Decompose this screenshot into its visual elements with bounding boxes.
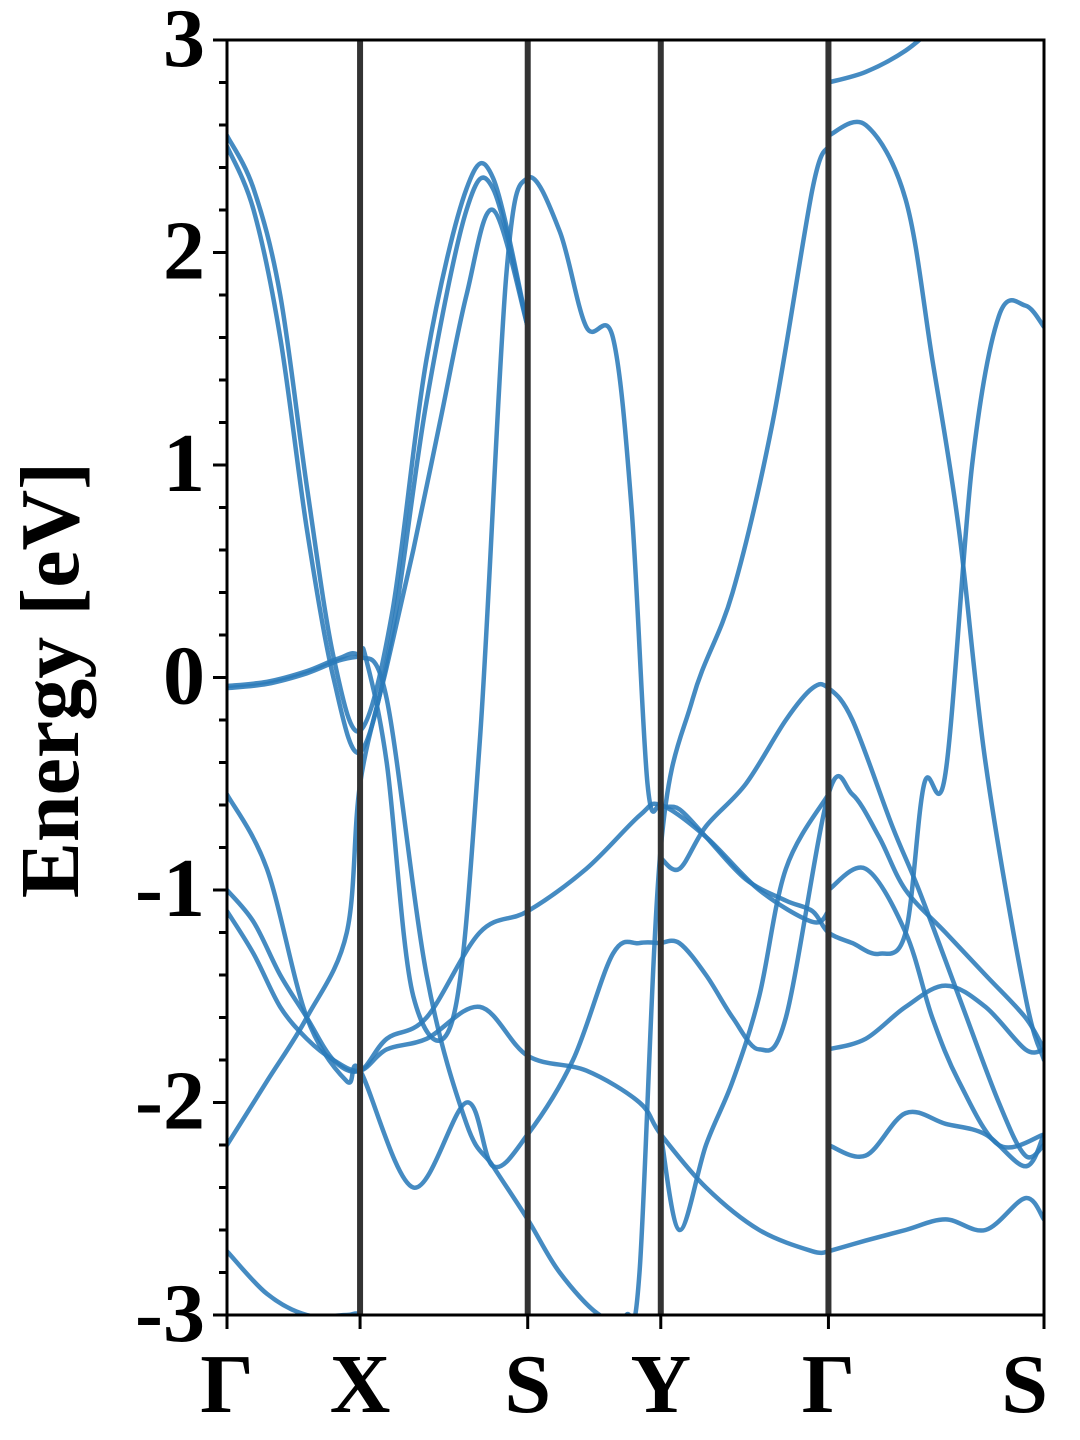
band-line-2 [227, 174, 1044, 1043]
band-line-13 [826, 1109, 1044, 1169]
x-tick-label: S [1001, 1338, 1048, 1431]
band-lines [227, 40, 1044, 1315]
x-tick-label: S [504, 1338, 551, 1431]
band-line-11 [826, 865, 1044, 1150]
band-line-4 [227, 144, 530, 755]
y-tick-label: 1 [163, 417, 205, 510]
band-line-15 [826, 40, 923, 85]
band-line-9 [227, 1249, 365, 1315]
band-line-6 [227, 801, 831, 1074]
y-tick-label: 0 [163, 630, 205, 723]
y-tick-label: 2 [163, 205, 205, 298]
band-line-17 [658, 792, 831, 1233]
band-line-3 [227, 133, 530, 734]
x-tick-label: X [330, 1338, 391, 1431]
x-tick-label: Γ [200, 1338, 253, 1431]
y-tick-label: -2 [135, 1055, 205, 1148]
y-tick-label: -3 [135, 1267, 205, 1360]
y-axis-label: Energy [eV] [4, 462, 97, 898]
plot-frame [225, 38, 1046, 1317]
band-line-5 [227, 792, 664, 1190]
x-tick-label: Γ [802, 1338, 855, 1431]
y-axis-ticks: -3 -2 -1 0 1 2 3 [135, 0, 227, 1360]
band-line-14 [826, 1195, 1044, 1254]
band-line-7 [227, 908, 831, 1256]
x-tick-label: Y [630, 1338, 691, 1431]
y-tick-label: 3 [163, 0, 205, 85]
band-line-16 [658, 681, 1044, 1160]
high-symmetry-lines [357, 40, 832, 1315]
band-line-10 [826, 119, 1044, 1063]
band-line-12 [826, 983, 1044, 1055]
band-line-8 [227, 207, 530, 1148]
y-tick-label: -1 [135, 842, 205, 935]
